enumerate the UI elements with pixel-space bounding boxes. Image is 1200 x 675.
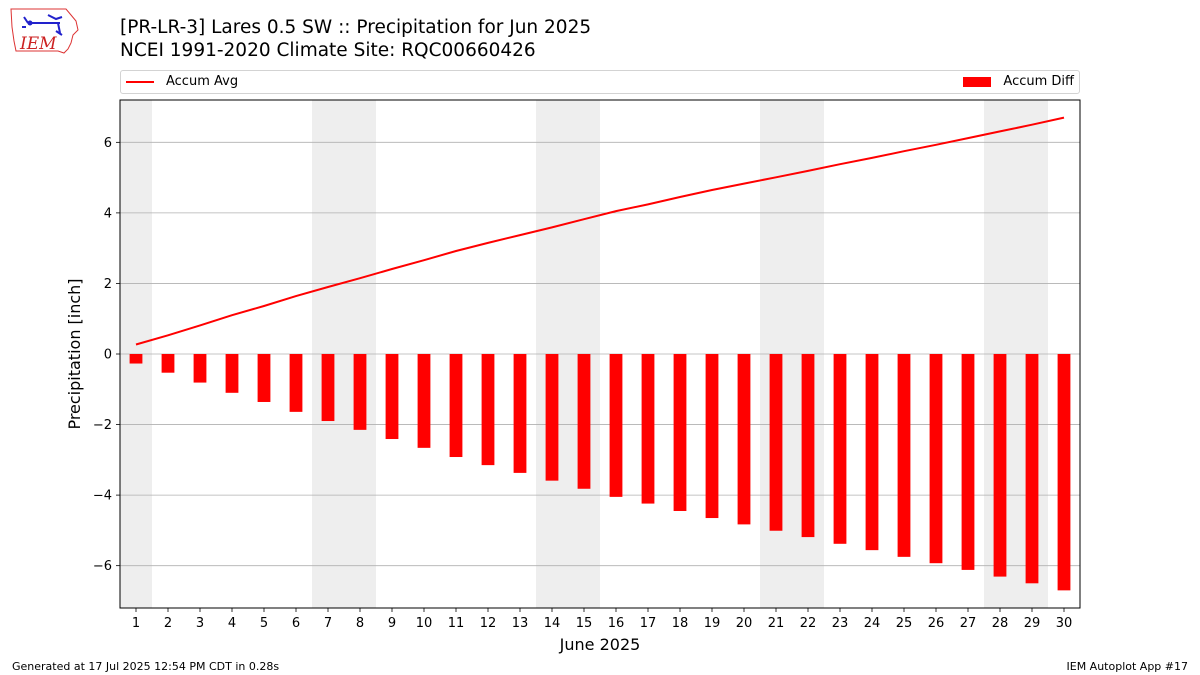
y-tick-label: −6 bbox=[93, 559, 112, 574]
x-tick-label: 23 bbox=[832, 616, 849, 631]
x-tick-label: 13 bbox=[512, 616, 529, 631]
x-tick-label: 12 bbox=[480, 616, 497, 631]
line-accum-avg bbox=[135, 116, 1065, 346]
x-tick-label: 1 bbox=[132, 616, 140, 631]
x-tick-label: 18 bbox=[672, 616, 689, 631]
bar-accum-diff bbox=[513, 354, 527, 473]
x-tick-label: 10 bbox=[416, 616, 433, 631]
y-tick-label: 4 bbox=[104, 206, 112, 221]
x-tick-label: 9 bbox=[388, 616, 396, 631]
bar-accum-diff bbox=[769, 354, 783, 531]
bar-accum-diff bbox=[993, 354, 1007, 577]
bar-accum-diff bbox=[129, 354, 143, 364]
bar-accum-diff bbox=[737, 354, 751, 525]
x-tick-label: 19 bbox=[704, 616, 721, 631]
x-tick-label: 16 bbox=[608, 616, 625, 631]
bar-accum-diff bbox=[961, 354, 975, 570]
bar-accum-diff bbox=[673, 354, 687, 511]
x-tick-label: 21 bbox=[768, 616, 785, 631]
legend-item-accum-diff: Accum Diff bbox=[963, 74, 1074, 90]
chart-subtitle: NCEI 1991-2020 Climate Site: RQC00660426 bbox=[120, 40, 536, 61]
bar-accum-diff bbox=[609, 354, 623, 497]
bar-accum-diff bbox=[833, 354, 847, 544]
x-axis-label: June 2025 bbox=[559, 635, 641, 654]
y-tick-label: 6 bbox=[104, 136, 112, 151]
x-tick-label: 27 bbox=[960, 616, 977, 631]
bar-accum-diff bbox=[225, 354, 239, 393]
bar-accum-diff bbox=[161, 354, 175, 373]
x-tick-label: 7 bbox=[324, 616, 332, 631]
bar-accum-diff bbox=[1025, 354, 1039, 584]
bar-accum-diff bbox=[577, 354, 591, 489]
y-tick-label: −2 bbox=[93, 418, 112, 433]
x-tick-label: 24 bbox=[864, 616, 881, 631]
x-tick-label: 2 bbox=[164, 616, 172, 631]
x-tick-label: 20 bbox=[736, 616, 753, 631]
bar-accum-diff bbox=[353, 354, 367, 430]
bar-accum-diff bbox=[321, 354, 335, 422]
y-tick-label: 2 bbox=[104, 277, 112, 292]
bar-accum-diff bbox=[865, 354, 879, 551]
bar-accum-diff bbox=[257, 354, 271, 402]
y-axis-label: Precipitation [inch] bbox=[65, 278, 84, 429]
iem-logo-graphic: IEM bbox=[10, 8, 79, 54]
legend-bar-swatch bbox=[963, 77, 992, 87]
iem-logo: IEM bbox=[8, 5, 80, 59]
plot-frame bbox=[119, 99, 1081, 609]
x-tick-label: 4 bbox=[228, 616, 236, 631]
x-tick-label: 17 bbox=[640, 616, 657, 631]
x-tick-label: 28 bbox=[992, 616, 1009, 631]
bar-accum-diff bbox=[705, 354, 719, 519]
bar-accum-diff bbox=[1057, 354, 1071, 591]
bar-accum-diff bbox=[385, 354, 399, 440]
generated-timestamp: Generated at 17 Jul 2025 12:54 PM CDT in… bbox=[12, 660, 280, 673]
x-tick-label: 22 bbox=[800, 616, 817, 631]
chart-legend: Accum Avg Accum Diff bbox=[120, 70, 1080, 94]
x-tick-label: 14 bbox=[544, 616, 561, 631]
legend-label-accum-diff: Accum Diff bbox=[1003, 74, 1074, 89]
x-tick-label: 29 bbox=[1024, 616, 1041, 631]
y-tick-label: −4 bbox=[93, 489, 112, 504]
x-tick-label: 8 bbox=[356, 616, 364, 631]
x-tick-label: 6 bbox=[292, 616, 300, 631]
legend-label-accum-avg: Accum Avg bbox=[166, 74, 239, 89]
y-tick-label: 0 bbox=[104, 348, 112, 363]
bar-accum-diff bbox=[481, 354, 495, 466]
bar-accum-diff bbox=[417, 354, 431, 448]
bar-accum-diff bbox=[929, 354, 943, 564]
x-tick-label: 15 bbox=[576, 616, 593, 631]
bar-accum-diff bbox=[641, 354, 655, 504]
bar-accum-diff bbox=[193, 354, 207, 383]
bar-accum-diff bbox=[897, 354, 911, 557]
x-tick-label: 26 bbox=[928, 616, 945, 631]
x-tick-label: 5 bbox=[260, 616, 268, 631]
x-tick-label: 30 bbox=[1056, 616, 1073, 631]
bar-accum-diff bbox=[289, 354, 303, 412]
x-tick-label: 11 bbox=[448, 616, 465, 631]
bar-accum-diff bbox=[449, 354, 463, 458]
x-tick-label: 25 bbox=[896, 616, 913, 631]
legend-line-swatch bbox=[126, 81, 154, 83]
bar-accum-diff bbox=[801, 354, 815, 538]
logo-text: IEM bbox=[19, 34, 57, 54]
x-tick-label: 3 bbox=[196, 616, 204, 631]
autoplot-app-label: IEM Autoplot App #17 bbox=[1066, 660, 1189, 673]
chart-title: [PR-LR-3] Lares 0.5 SW :: Precipitation … bbox=[120, 17, 592, 38]
legend-item-accum-avg: Accum Avg bbox=[126, 74, 238, 90]
bar-accum-diff bbox=[545, 354, 559, 481]
